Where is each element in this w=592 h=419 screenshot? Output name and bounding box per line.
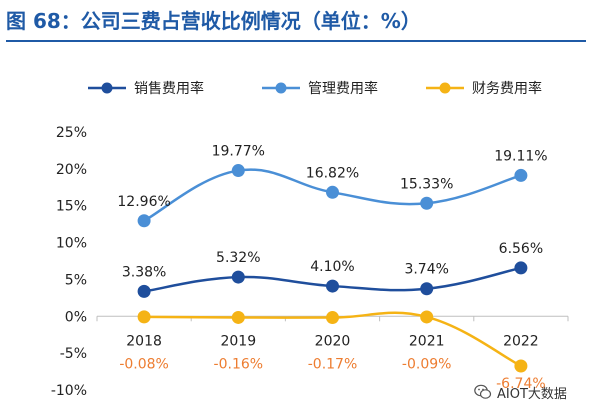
series-3-marker	[514, 359, 528, 373]
legend-label: 管理费用率	[308, 80, 378, 97]
y-tick-label: -10%	[51, 383, 87, 399]
y-tick-label: 0%	[65, 309, 87, 325]
x-tick-label: 2018	[126, 333, 162, 349]
legend-marker	[439, 82, 451, 94]
series-2-data-label: 16.82%	[306, 165, 359, 181]
series-2-data-label: 19.11%	[494, 148, 547, 164]
series-2-marker	[231, 164, 245, 178]
series-1-data-label: 6.56%	[499, 241, 543, 257]
y-tick-label: 10%	[56, 236, 87, 252]
y-tick-label: -5%	[60, 346, 87, 362]
series-3-data-label: -6.74%	[496, 376, 546, 392]
wechat-icon	[474, 384, 492, 399]
series-2-data-label: 15.33%	[400, 176, 453, 192]
series-1-data-label: 4.10%	[310, 259, 354, 275]
y-tick-label: 20%	[56, 162, 87, 178]
figure-title: 图 68：公司三费占营收比例情况（单位：%）	[6, 9, 421, 33]
legend-marker	[101, 82, 113, 94]
series-3-marker	[231, 310, 245, 324]
series-2-marker	[420, 196, 434, 210]
x-tick-label: 2019	[220, 333, 256, 349]
series-1-marker	[137, 284, 151, 298]
series-1-marker	[420, 282, 434, 296]
series-2-marker	[137, 214, 151, 228]
series-1-marker	[231, 270, 245, 284]
legend-label: 销售费用率	[134, 80, 204, 97]
series-3-data-label: -0.09%	[402, 356, 452, 372]
series-3-marker	[137, 310, 151, 324]
legend-label: 财务费用率	[472, 80, 542, 97]
series-3-marker	[420, 310, 434, 324]
series-1-data-label: 3.74%	[404, 262, 448, 278]
series-3-marker	[326, 311, 339, 325]
series-1-data-label: 5.32%	[216, 250, 260, 266]
x-tick-label: 2022	[503, 333, 539, 349]
y-tick-label: 15%	[56, 199, 87, 215]
series-1-marker	[514, 261, 528, 275]
series-3-data-label: -0.17%	[308, 356, 358, 372]
series-2-marker	[326, 185, 339, 199]
series-1-marker	[326, 279, 339, 293]
series-3-data-label: -0.16%	[214, 356, 264, 372]
series-2-data-label: 19.77%	[212, 144, 265, 160]
series-3-data-label: -0.08%	[119, 356, 169, 372]
watermark-text: AIOT大数据	[497, 386, 567, 402]
watermark: AIOT大数据	[474, 381, 590, 403]
y-tick-label: 5%	[65, 272, 87, 288]
legend-marker	[275, 82, 287, 94]
x-tick-label: 2021	[409, 333, 445, 349]
series-2-data-label: 12.96%	[117, 194, 170, 210]
series-2-marker	[514, 168, 528, 182]
series-1-data-label: 3.38%	[122, 264, 166, 280]
title-divider	[6, 40, 586, 42]
y-tick-label: 25%	[56, 125, 87, 141]
x-tick-label: 2020	[315, 333, 351, 349]
